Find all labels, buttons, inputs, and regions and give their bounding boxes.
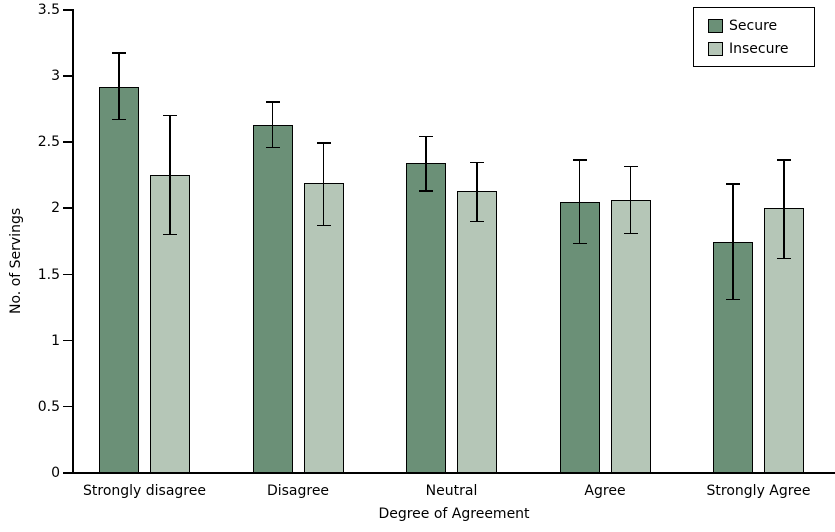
error-bar-cap-top [419,135,433,137]
x-axis-title: Degree of Agreement [378,506,530,522]
error-bar-cap-top [316,142,331,144]
error-bar-line [118,52,120,120]
legend-label-insecure: Insecure [729,40,789,57]
error-bar-cap-bottom [623,232,638,234]
bar-secure [406,163,446,473]
error-bar-cap-bottom [777,257,791,259]
bar-insecure [303,183,344,473]
bar-secure [99,86,139,473]
x-category-label: Neutral [425,483,478,499]
error-bar-cap-bottom [470,220,484,222]
legend-item-secure: Secure [708,18,814,34]
error-bar-cap-top [112,52,126,54]
y-tick-label: 2.5 [37,134,60,151]
error-bar-line [629,166,632,234]
y-tick-label: 3 [51,68,60,85]
error-bar-cap-bottom [112,118,126,121]
error-bar-line [271,101,274,148]
error-bar-line [322,142,325,226]
y-tick [63,339,72,342]
y-tick [63,405,72,408]
y-tick [63,75,72,77]
x-category-label: Strongly disagree [83,483,206,499]
y-axis-title: No. of Servings [8,207,24,314]
error-bar-cap-bottom [265,146,280,148]
y-tick [63,207,72,209]
x-category-label: Strongly Agree [706,483,811,499]
bar-insecure [610,200,651,473]
error-bar-line [578,159,581,245]
y-tick [63,141,72,143]
error-bar-cap-top [623,166,638,168]
error-bar-line [425,135,427,192]
y-tick-label: 2 [51,200,60,217]
legend-swatch-insecure-icon [708,41,723,56]
error-bar-line [783,159,785,259]
error-bar-cap-top [163,114,177,116]
x-category-label: Agree [584,483,626,499]
error-bar-cap-bottom [419,190,433,192]
x-category-label: Disagree [266,483,330,499]
legend: Secure Insecure [693,7,815,67]
y-tick-label: 3.5 [37,2,60,18]
error-bar-line [732,183,734,300]
error-bar-cap-top [265,101,280,103]
error-bar-line [476,162,478,222]
x-axis-line [72,472,835,474]
error-bar-cap-bottom [163,233,177,236]
error-bar-cap-top [777,159,791,161]
error-bar-cap-top [470,162,484,164]
y-tick [63,9,72,11]
y-tick-label: 0 [51,465,60,481]
error-bar-cap-bottom [726,298,740,300]
legend-item-insecure: Insecure [708,41,814,57]
bar-secure [252,125,293,473]
error-bar-cap-top [572,159,587,161]
bar-insecure [457,191,497,473]
y-tick-label: 1 [51,332,60,349]
error-bar-cap-bottom [572,243,587,245]
legend-swatch-secure-icon [708,18,723,33]
y-tick [63,472,72,474]
y-tick [63,273,72,276]
error-bar-cap-bottom [316,224,331,226]
y-tick-label: 0.5 [37,398,60,415]
legend-label-secure: Secure [729,17,778,34]
error-bar-cap-top [726,183,740,185]
error-bar-line [169,114,171,235]
y-tick-label: 1.5 [37,266,60,283]
y-axis-line [72,9,74,473]
